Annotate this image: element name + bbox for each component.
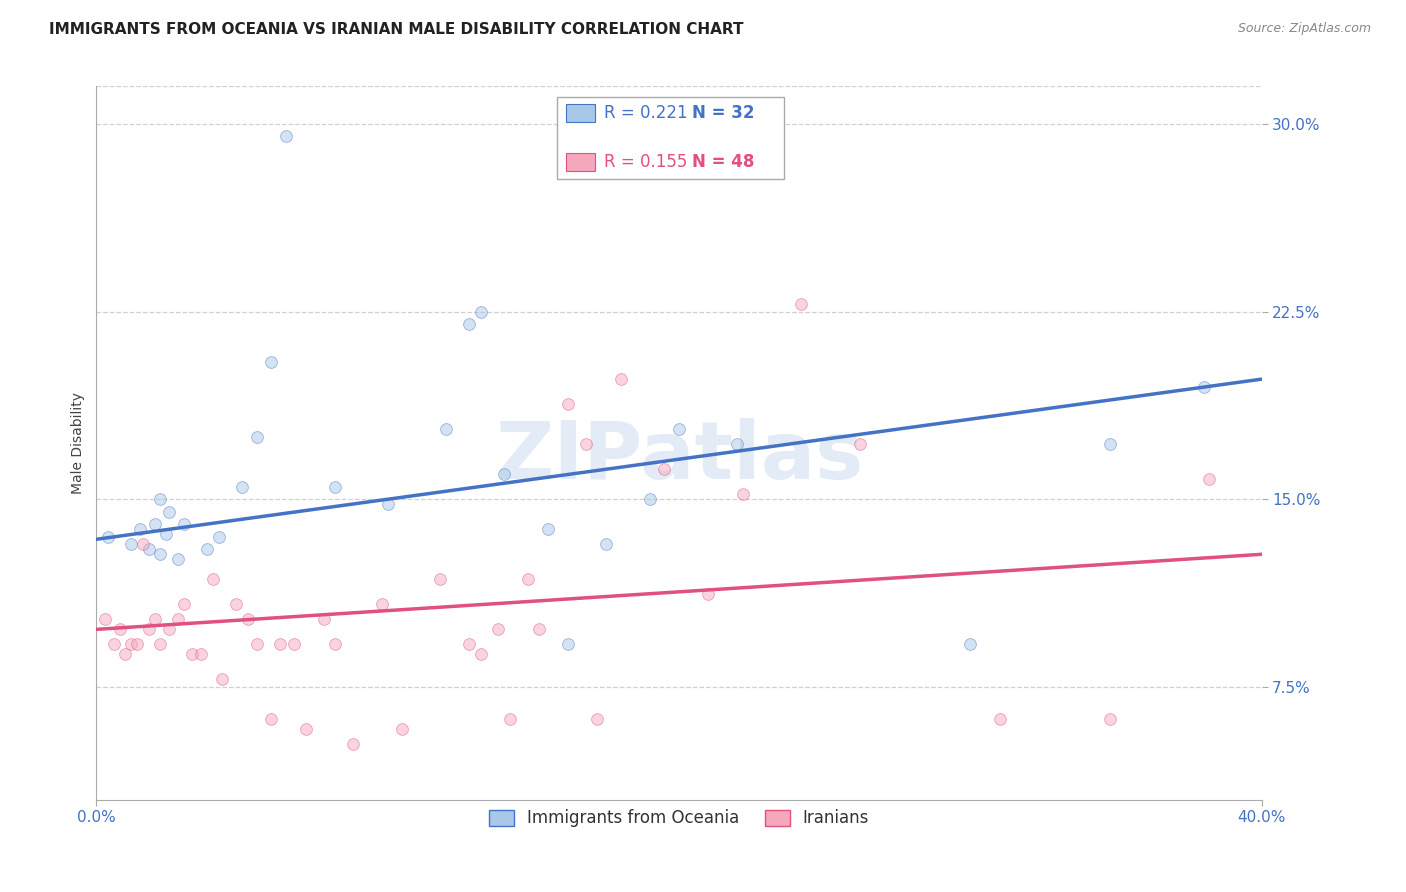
Point <box>274 129 297 144</box>
Point <box>1192 379 1215 393</box>
Point <box>959 637 981 651</box>
Point <box>114 648 136 662</box>
Point <box>236 612 259 626</box>
Point <box>470 648 492 662</box>
Point <box>697 587 720 601</box>
FancyBboxPatch shape <box>567 153 595 170</box>
Point <box>595 537 617 551</box>
Point <box>486 623 509 637</box>
Point <box>283 637 305 651</box>
Text: Source: ZipAtlas.com: Source: ZipAtlas.com <box>1237 22 1371 36</box>
Point <box>499 713 522 727</box>
Point <box>1099 713 1122 727</box>
Point <box>149 547 172 561</box>
Point <box>167 552 190 566</box>
Text: R = 0.221: R = 0.221 <box>605 104 688 122</box>
Point <box>391 723 413 737</box>
Point <box>143 612 166 626</box>
Text: N = 48: N = 48 <box>692 153 754 171</box>
Point <box>208 530 231 544</box>
Point <box>201 572 224 586</box>
Point <box>167 612 190 626</box>
Point <box>132 537 155 551</box>
Point <box>323 480 346 494</box>
Point <box>790 297 813 311</box>
Point <box>529 623 551 637</box>
Point <box>155 527 177 541</box>
Point <box>342 738 364 752</box>
Y-axis label: Male Disability: Male Disability <box>72 392 86 494</box>
Point <box>557 637 579 651</box>
Point <box>537 522 560 536</box>
Text: R = 0.155: R = 0.155 <box>605 153 688 171</box>
Point <box>225 598 247 612</box>
Point <box>190 648 212 662</box>
Point <box>312 612 335 626</box>
Point <box>173 598 195 612</box>
Text: ZIPatlas: ZIPatlas <box>495 418 863 496</box>
Point <box>458 637 481 651</box>
Point <box>654 462 676 476</box>
Point <box>108 623 131 637</box>
Point <box>494 467 516 482</box>
Point <box>246 637 269 651</box>
Point <box>733 487 755 501</box>
Legend: Immigrants from Oceania, Iranians: Immigrants from Oceania, Iranians <box>482 803 876 834</box>
Point <box>434 422 457 436</box>
Text: IMMIGRANTS FROM OCEANIA VS IRANIAN MALE DISABILITY CORRELATION CHART: IMMIGRANTS FROM OCEANIA VS IRANIAN MALE … <box>49 22 744 37</box>
Point <box>173 517 195 532</box>
Point <box>127 637 149 651</box>
Point <box>610 372 633 386</box>
Point <box>138 542 160 557</box>
FancyBboxPatch shape <box>557 97 785 179</box>
Point <box>1099 437 1122 451</box>
Point <box>157 623 180 637</box>
Point <box>149 637 172 651</box>
Point <box>586 713 609 727</box>
Point <box>149 492 172 507</box>
Point <box>516 572 538 586</box>
Point <box>138 623 160 637</box>
Point <box>181 648 204 662</box>
Point <box>371 598 394 612</box>
Point <box>246 430 269 444</box>
Point <box>668 422 690 436</box>
Point <box>470 304 492 318</box>
Point <box>557 397 579 411</box>
Point <box>143 517 166 532</box>
Point <box>120 537 142 551</box>
Point <box>458 317 481 331</box>
Point <box>295 723 318 737</box>
Point <box>1198 472 1220 486</box>
Point <box>260 713 283 727</box>
Text: N = 32: N = 32 <box>692 104 755 122</box>
Point <box>638 492 661 507</box>
Point <box>575 437 598 451</box>
Point <box>323 637 346 651</box>
Point <box>377 497 399 511</box>
Point <box>429 572 451 586</box>
Point <box>103 637 125 651</box>
Point <box>725 437 748 451</box>
FancyBboxPatch shape <box>567 104 595 122</box>
Point <box>848 437 870 451</box>
Point <box>231 480 253 494</box>
Point <box>269 637 291 651</box>
Point <box>97 530 120 544</box>
Point <box>94 612 117 626</box>
Point <box>260 354 283 368</box>
Point <box>129 522 152 536</box>
Point <box>157 505 180 519</box>
Point <box>211 673 233 687</box>
Point <box>195 542 218 557</box>
Point <box>988 713 1011 727</box>
Point <box>120 637 142 651</box>
